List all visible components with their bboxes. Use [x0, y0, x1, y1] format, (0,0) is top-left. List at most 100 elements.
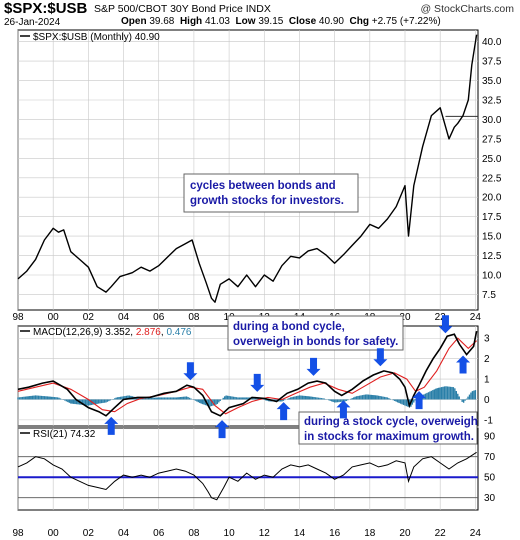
macd-histogram-bar: [158, 397, 160, 400]
macd-histogram-bar: [119, 396, 122, 400]
price-y-tick-label: 37.5: [482, 57, 502, 68]
macd-histogram-bar: [218, 399, 220, 403]
macd-histogram-bar: [86, 399, 88, 406]
price-y-tick-label: 40.0: [482, 37, 502, 48]
price-y-tick-label: 35.0: [482, 76, 502, 87]
macd-histogram-bar: [89, 399, 91, 406]
rsi-value: 74.32: [70, 429, 95, 440]
macd-histogram-bar: [196, 399, 198, 402]
annotation-cycles-text: cycles between bonds and growth stocks fo…: [190, 180, 344, 207]
macd-histogram-bar: [429, 391, 431, 400]
open-label: Open: [121, 16, 147, 27]
macd-histogram-bar: [366, 394, 368, 400]
x-tick-label-bottom: 20: [399, 528, 411, 539]
up-arrow: [104, 416, 119, 435]
macd-histogram-bar: [297, 395, 299, 400]
macd-histogram-bar: [216, 399, 219, 404]
down-arrow-shape: [183, 362, 198, 381]
macd-histogram-bar: [237, 397, 239, 400]
macd-histogram-bar: [291, 397, 293, 400]
down-arrow-shape: [250, 373, 265, 392]
macd-histogram-bar: [379, 396, 381, 400]
up-arrow-shape: [336, 400, 351, 419]
macd-histogram-bar: [253, 397, 255, 400]
macd-histogram-bar: [392, 399, 394, 401]
macd-histogram-bar: [465, 398, 468, 400]
macd-histogram-bar: [49, 396, 51, 400]
macd-histogram-bar: [357, 395, 359, 400]
macd-histogram-bar: [52, 396, 54, 400]
macd-histogram-bar: [300, 395, 302, 400]
x-tick-label-bottom: 18: [364, 528, 376, 539]
macd-histogram-bar: [156, 397, 158, 400]
macd-histogram-bar: [329, 399, 331, 401]
price-panel: [17, 34, 478, 303]
macd-histogram-bar: [455, 391, 458, 400]
x-tick-label-top: 00: [48, 312, 60, 323]
macd-histogram-bar: [17, 397, 19, 400]
up-arrow-shape: [104, 416, 119, 435]
price-y-tick-label: 7.5: [482, 290, 496, 301]
macd-histogram-bar: [150, 397, 153, 400]
macd-histogram-bar: [389, 398, 392, 400]
macd-histogram-bar: [413, 399, 415, 403]
macd-histogram-bar: [137, 397, 139, 400]
x-tick-label-bottom: 00: [48, 528, 60, 539]
price-y-tick-label: 17.5: [482, 212, 502, 223]
macd-histogram-bar: [471, 391, 474, 400]
macd-histogram-bar: [458, 396, 460, 400]
macd-histogram-bar: [153, 397, 156, 400]
macd-histogram-bar: [43, 396, 46, 400]
x-tick-label-top: 24: [470, 312, 482, 323]
macd-histogram-bar: [241, 397, 243, 400]
macd-histogram-bar: [414, 399, 416, 401]
macd-histogram-bar: [181, 396, 183, 400]
macd-histogram-bar: [440, 387, 443, 400]
macd-histogram-bar: [401, 399, 403, 405]
macd-histogram-bar: [430, 390, 433, 400]
annotation-stock-cycle: during a stock cycle, overweigh in stocks…: [298, 411, 478, 445]
macd-histogram-bar: [152, 397, 154, 400]
rsi-panel: [17, 451, 478, 501]
macd-y-tick-label: 1: [484, 375, 490, 386]
macd-histogram-bar: [144, 398, 147, 400]
quote-bar: Open 39.68 High 41.03 Low 39.15 Close 40…: [121, 16, 441, 27]
macd-histogram-bar: [442, 386, 444, 400]
macd-histogram-bar: [187, 397, 189, 400]
macd-histogram-bar: [316, 397, 318, 400]
macd-histogram-bar: [467, 396, 469, 400]
macd-line: [17, 330, 478, 417]
x-tick-label-top: 06: [153, 312, 165, 323]
price-y-tick-label: 10.0: [482, 271, 502, 282]
macd-histogram-bar: [53, 397, 56, 400]
macd-histogram-bar: [351, 398, 353, 400]
macd-histogram-bar: [380, 396, 383, 400]
macd-histogram-bar: [338, 399, 340, 403]
annotation-bond-cycle: during a bond cycle, overweigh in bonds f…: [227, 315, 404, 351]
macd-histogram-bar: [197, 399, 200, 403]
macd-histogram-bar: [461, 399, 463, 402]
macd-histogram-bar: [396, 399, 399, 403]
macd-histogram-bar: [202, 399, 204, 405]
macd-histogram-bar: [336, 399, 339, 403]
macd-histogram-bar: [30, 395, 32, 400]
macd-histogram-bar: [452, 387, 455, 400]
macd-histogram-bar: [118, 396, 120, 400]
macd-histogram-bar: [470, 392, 472, 400]
macd-histogram-bar: [394, 399, 396, 401]
macd-histogram-bar: [87, 399, 90, 406]
annotation-bond-cycle-text: during a bond cycle, overweigh in bonds f…: [233, 321, 398, 348]
up-arrow-shape: [456, 355, 471, 374]
macd-histogram-bar: [116, 397, 119, 400]
macd-histogram-bar: [279, 399, 282, 402]
macd-histogram-bar: [228, 395, 230, 400]
macd-histogram-bar: [244, 397, 246, 400]
macd-histogram-bar: [27, 396, 29, 400]
macd-histogram-bar: [350, 398, 352, 400]
macd-histogram-bar: [48, 396, 50, 400]
x-tick-label-top: 20: [399, 312, 411, 323]
macd-histogram-bar: [77, 399, 79, 405]
up-arrow: [412, 391, 427, 410]
macd-histogram-bar: [83, 399, 85, 406]
x-tick-label-bottom: 08: [188, 528, 200, 539]
